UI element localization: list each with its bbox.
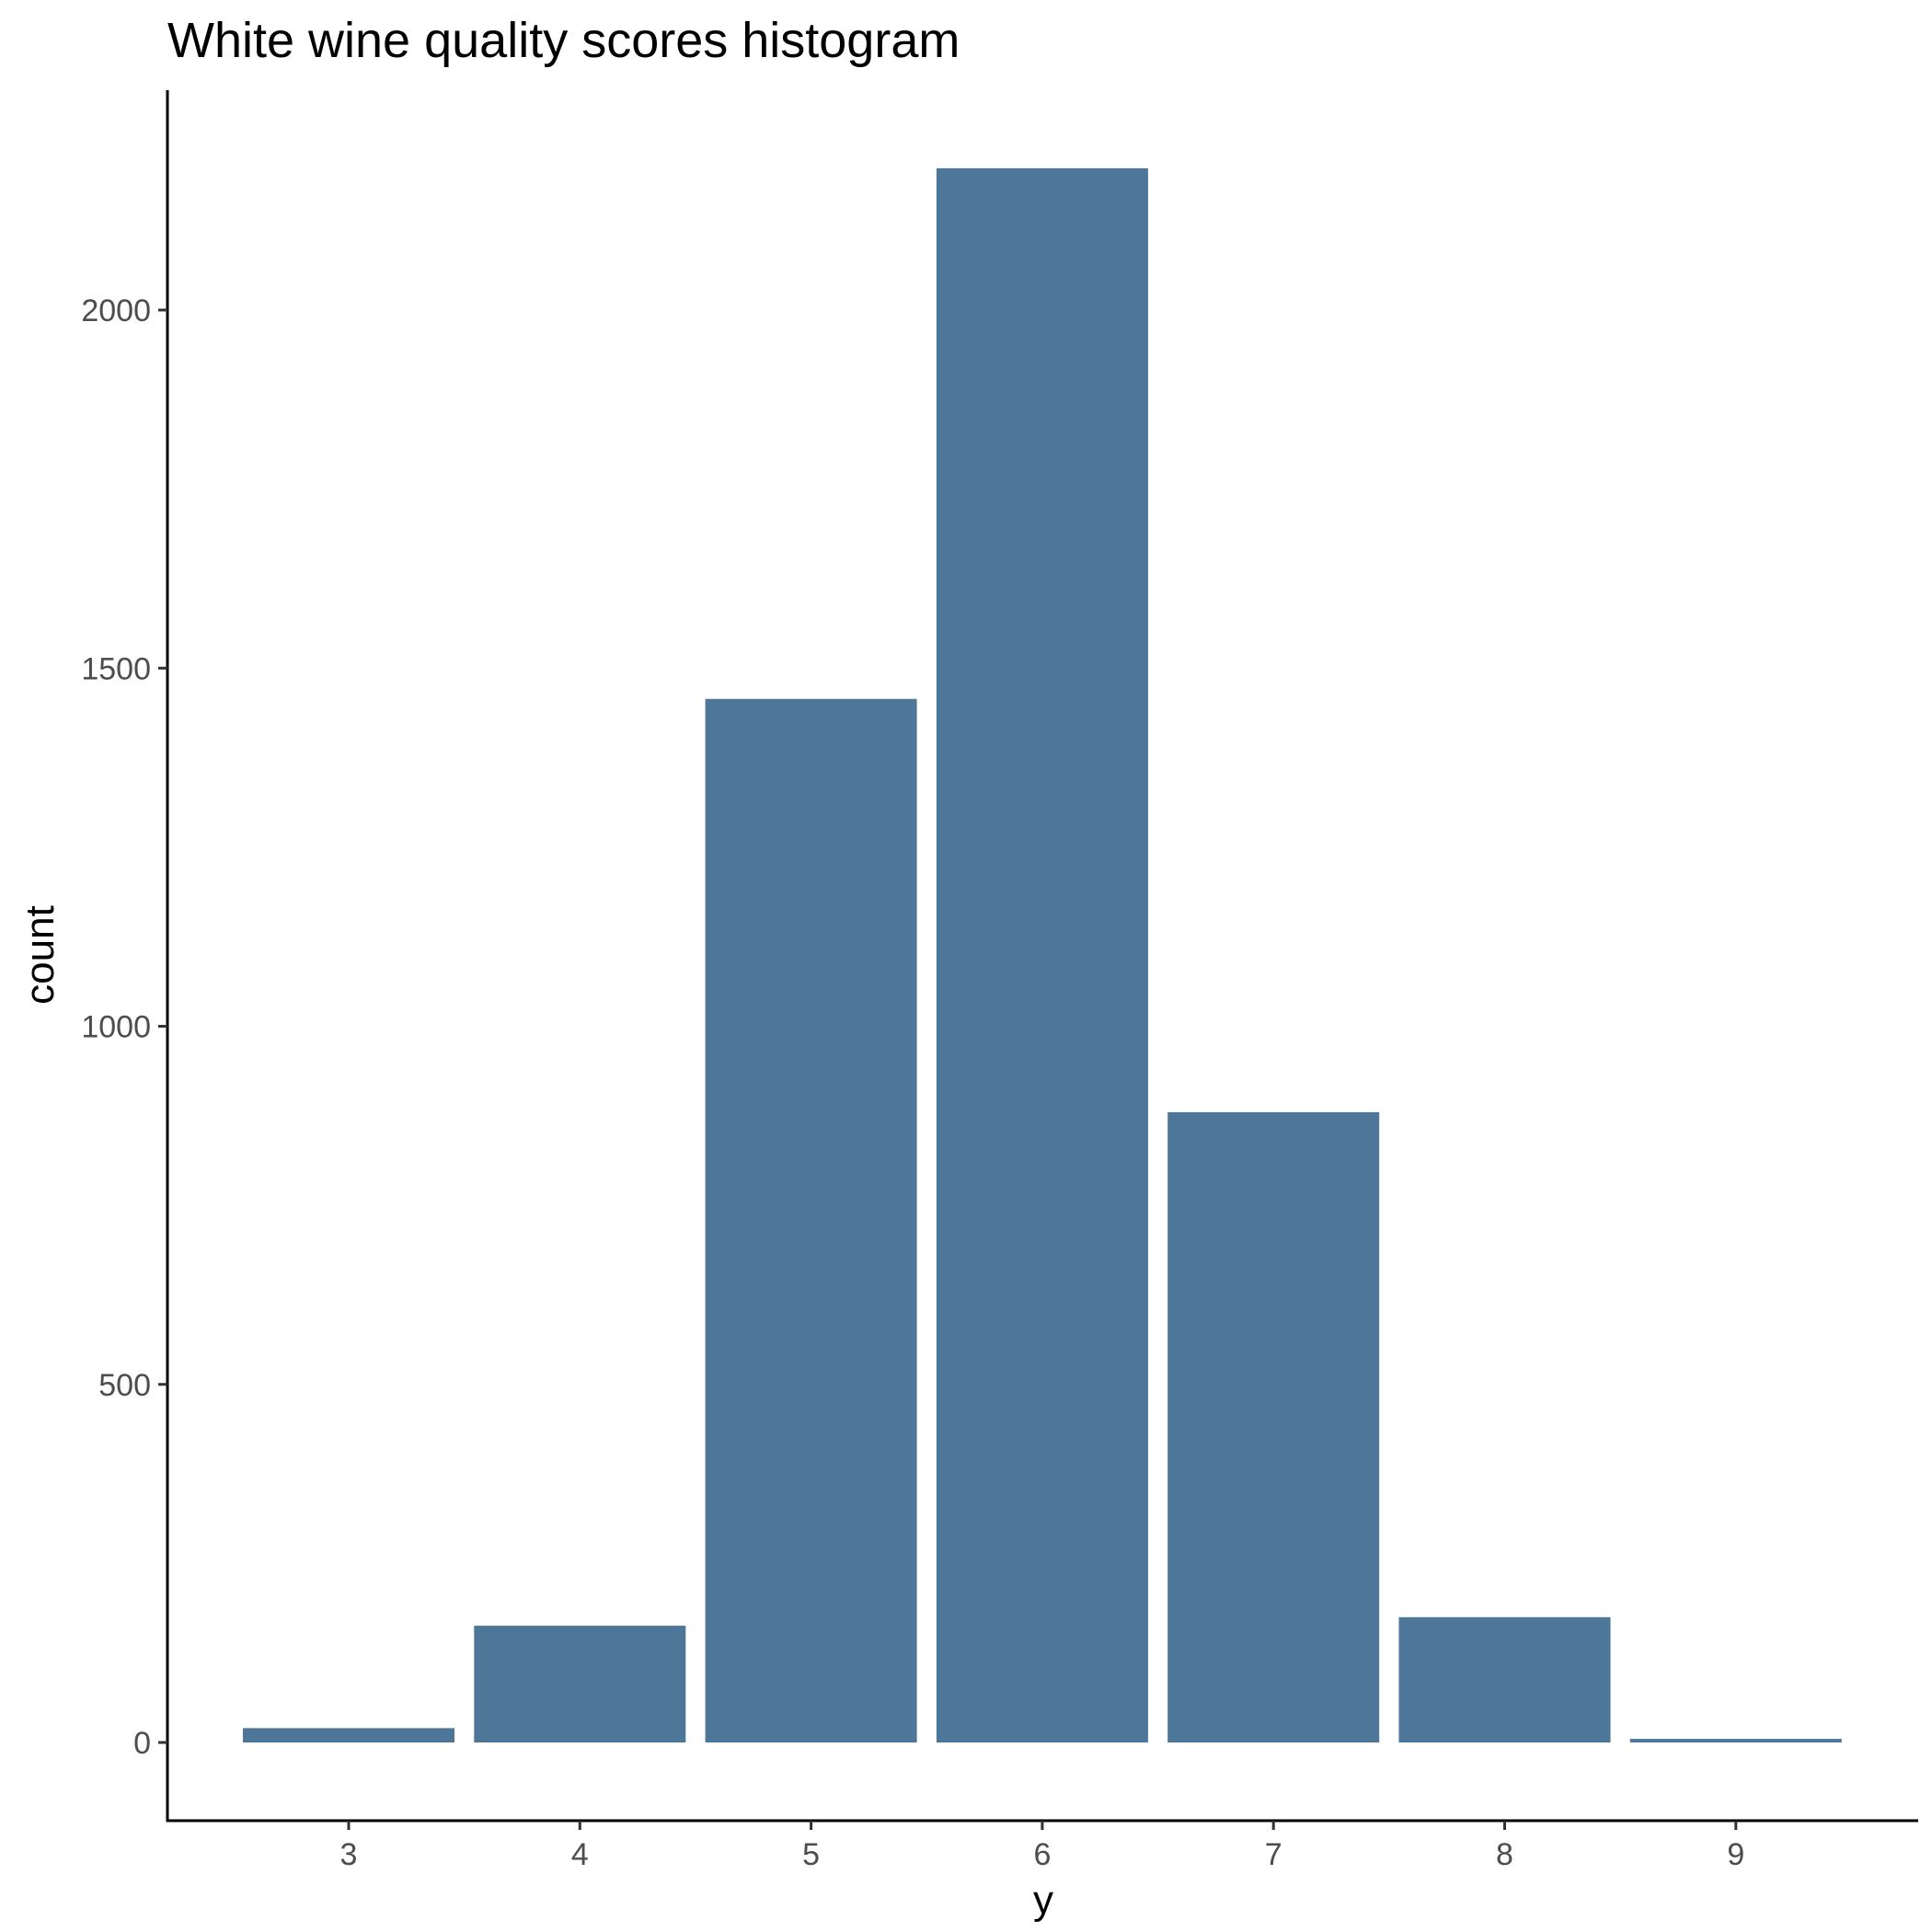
x-tick-label: 9 (1727, 1837, 1744, 1872)
x-tick-label: 8 (1496, 1837, 1513, 1872)
bars-group (243, 167, 1842, 1743)
x-tick-label: 5 (802, 1837, 820, 1872)
x-axis-ticks: 3 4 5 6 7 8 9 (340, 1821, 1744, 1872)
bar-7 (1167, 1111, 1380, 1742)
bar-8 (1398, 1616, 1611, 1742)
y-tick-label: 500 (98, 1368, 151, 1403)
bar-5 (705, 698, 917, 1743)
x-tick-label: 4 (571, 1837, 589, 1872)
y-tick-label: 2000 (81, 293, 151, 328)
bar-6 (936, 167, 1148, 1742)
x-axis-title: y (1033, 1878, 1053, 1923)
y-tick-label: 1500 (81, 651, 151, 686)
bar-9 (1629, 1739, 1842, 1742)
x-tick-label: 3 (340, 1837, 358, 1872)
y-tick-label: 1000 (81, 1010, 151, 1045)
bar-3 (243, 1728, 454, 1742)
x-tick-label: 7 (1265, 1837, 1282, 1872)
x-tick-label: 6 (1033, 1837, 1051, 1872)
y-axis-ticks: 0 500 1000 1500 2000 (81, 293, 167, 1761)
chart-title: White wine quality scores histogram (167, 13, 960, 68)
y-tick-label: 0 (133, 1726, 151, 1761)
bar-4 (474, 1626, 686, 1742)
y-axis-title: count (17, 905, 63, 1005)
